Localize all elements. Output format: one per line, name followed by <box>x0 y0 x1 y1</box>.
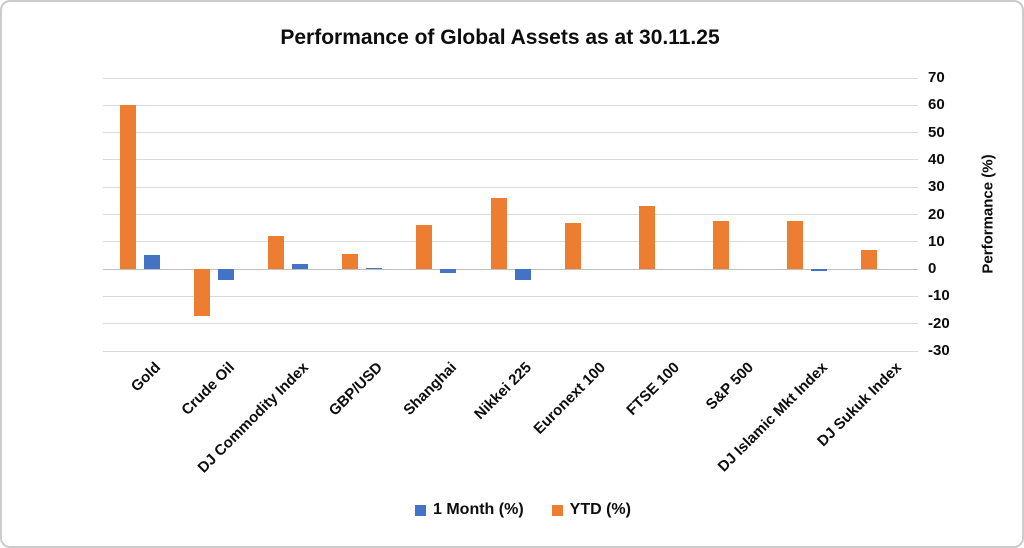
bar-1-month-dj-islamic-mkt-index <box>810 269 827 271</box>
y-tick-label: 20 <box>928 205 945 223</box>
bar-1-month-gbp-usd <box>366 267 383 270</box>
y-tick-label: 70 <box>928 69 945 86</box>
bar-1-month-crude-oil <box>218 269 235 280</box>
y-tick-label: 40 <box>928 150 945 168</box>
bar-ytd-dj-islamic-mkt-index <box>786 221 803 270</box>
bar-ytd-gold <box>120 105 137 270</box>
y-tick-label: 30 <box>928 178 945 196</box>
legend-item: YTD (%) <box>551 501 631 519</box>
category-label: Shanghai <box>400 359 461 419</box>
gridline <box>103 241 918 243</box>
bar-ytd-dj-sukuk-index <box>860 249 877 270</box>
chart-title: Performance of Global Assets as at 30.11… <box>280 26 720 49</box>
bar-ytd-shanghai <box>416 225 433 270</box>
category-label: GBP/USD <box>325 359 387 420</box>
bar-1-month-shanghai <box>440 269 457 274</box>
category-label: Nikkei 225 <box>470 359 535 423</box>
gridline <box>103 186 918 188</box>
category-label: Euronext 100 <box>529 359 609 438</box>
gridline <box>103 159 918 161</box>
bar-ytd-dj-commodity-index <box>268 236 285 270</box>
y-tick-label: 60 <box>928 96 945 114</box>
plot-area <box>103 77 918 352</box>
y-tick-label: 50 <box>928 123 945 141</box>
legend-swatch-icon <box>415 504 426 516</box>
bar-ytd-ftse-100 <box>638 206 655 270</box>
gridline <box>103 214 918 215</box>
category-label: FTSE 100 <box>622 359 683 419</box>
y-tick-label: -10 <box>928 287 950 305</box>
category-label: S&P 500 <box>702 359 757 414</box>
bar-ytd-euronext-100 <box>564 222 581 270</box>
legend-label: 1 Month (%) <box>433 501 524 518</box>
category-label: DJ Islamic Mkt Index <box>714 359 831 476</box>
legend: 1 Month (%) YTD (%) <box>13 501 1022 519</box>
bar-ytd-gbp-usd <box>342 254 359 270</box>
bar-1-month-dj-commodity-index <box>292 263 309 270</box>
y-tick-label: 0 <box>928 260 937 278</box>
y-tick-label: -20 <box>928 314 950 332</box>
gridline <box>103 295 918 297</box>
y-tick-label: 10 <box>928 232 945 250</box>
gridline <box>103 323 918 325</box>
category-label: DJ Sukuk Index <box>813 359 905 451</box>
y-tick-label: -30 <box>928 342 950 359</box>
bar-1-month-gold <box>144 255 161 270</box>
category-label: Crude Oil <box>178 359 239 419</box>
category-label: Gold <box>127 359 165 396</box>
legend-item: 1 Month (%) <box>415 501 524 519</box>
bar-ytd-crude-oil <box>194 269 211 316</box>
legend-label: YTD (%) <box>569 501 631 518</box>
gridline <box>103 104 918 106</box>
bar-ytd-s-p-500 <box>712 221 729 270</box>
bar-ytd-nikkei-225 <box>490 198 507 270</box>
legend-swatch-icon <box>551 504 563 516</box>
gridline <box>103 132 918 134</box>
gridline <box>103 350 918 352</box>
gridline <box>103 77 918 79</box>
category-label: DJ Commodity Index <box>194 359 313 477</box>
bar-1-month-nikkei-225 <box>514 269 531 280</box>
zero-axis-line <box>103 268 918 270</box>
